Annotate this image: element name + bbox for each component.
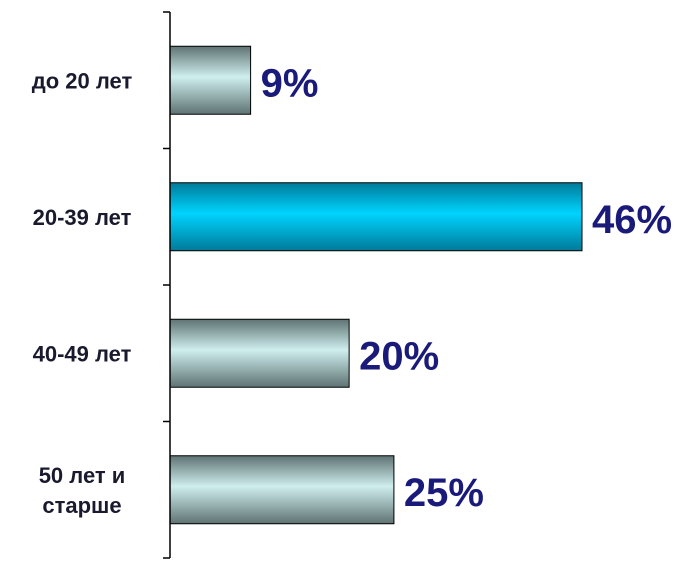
value-labels: 9% 46% 20% 25%	[261, 61, 672, 515]
value-label: 9%	[261, 61, 319, 105]
bar-3	[169, 455, 395, 525]
category-label: 50 лет и старше	[39, 463, 126, 518]
category-label: 20-39 лет	[33, 205, 132, 230]
value-label: 46%	[592, 198, 672, 242]
bar-1	[169, 182, 583, 252]
bar-0	[169, 45, 252, 115]
y-axis	[163, 11, 171, 559]
bar-2	[169, 318, 350, 388]
value-label: 20%	[359, 334, 439, 378]
category-labels: до 20 лет 20-39 лет 40-49 лет 50 лет и старш…	[32, 68, 133, 518]
category-label: до 20 лет	[32, 68, 133, 93]
category-label: 40-49 лет	[33, 341, 132, 366]
value-label: 25%	[404, 471, 484, 515]
bars-layer	[169, 45, 583, 525]
